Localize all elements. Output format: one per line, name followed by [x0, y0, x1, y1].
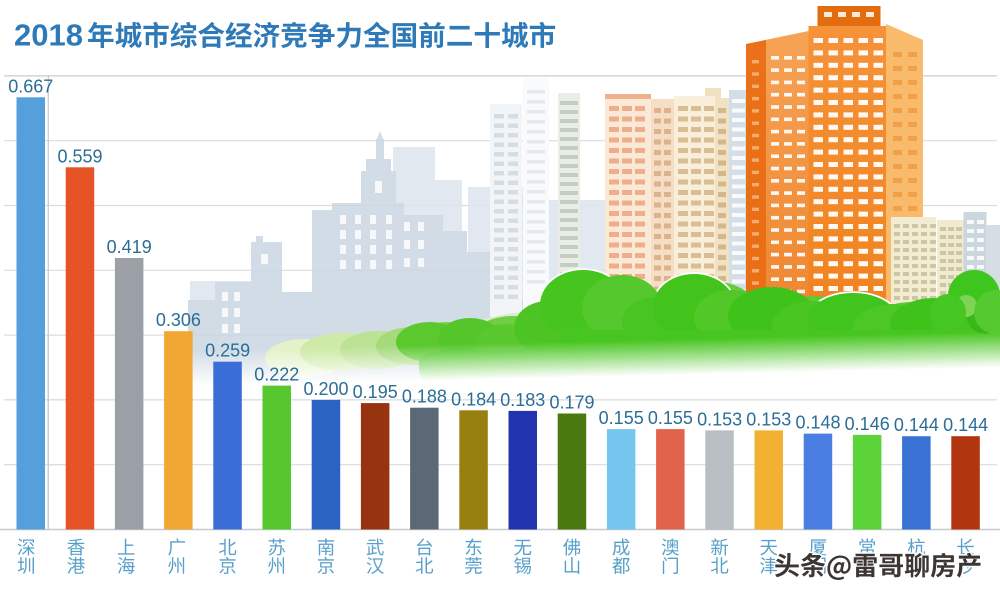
svg-text:0.153: 0.153: [697, 409, 742, 429]
svg-text:0.222: 0.222: [254, 365, 299, 385]
svg-text:0.184: 0.184: [451, 389, 496, 409]
svg-text:0.188: 0.188: [402, 387, 447, 407]
svg-text:0.155: 0.155: [599, 408, 644, 428]
svg-text:2018: 2018: [14, 18, 83, 53]
svg-text:0.306: 0.306: [156, 310, 201, 330]
svg-text:0.144: 0.144: [894, 415, 939, 435]
svg-text:0.419: 0.419: [107, 237, 152, 257]
svg-text:0.200: 0.200: [303, 379, 348, 399]
svg-text:0.144: 0.144: [943, 415, 988, 435]
svg-text:0.183: 0.183: [500, 390, 545, 410]
svg-text:0.153: 0.153: [746, 409, 791, 429]
svg-text:0.155: 0.155: [648, 408, 693, 428]
svg-text:0.179: 0.179: [549, 393, 594, 413]
svg-text:0.146: 0.146: [845, 414, 890, 434]
svg-text:0.148: 0.148: [795, 413, 840, 433]
svg-text:0.667: 0.667: [8, 76, 53, 96]
svg-text:0.559: 0.559: [57, 146, 102, 166]
svg-text:0.259: 0.259: [205, 341, 250, 361]
svg-text:0.195: 0.195: [353, 382, 398, 402]
